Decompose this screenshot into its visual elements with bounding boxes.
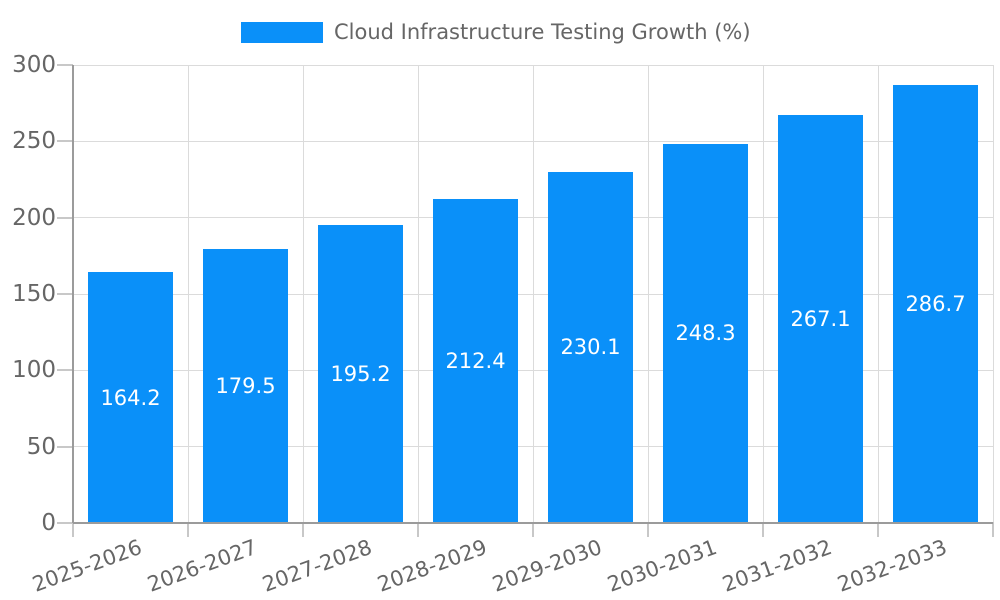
y-tick-label: 0 bbox=[41, 510, 56, 536]
bar bbox=[433, 198, 518, 523]
y-axis-tick bbox=[57, 140, 73, 143]
bar-value-label: 267.1 bbox=[790, 307, 851, 332]
y-axis-tick bbox=[57, 445, 73, 448]
y-tick-label: 150 bbox=[12, 281, 56, 307]
bar bbox=[893, 85, 978, 523]
x-axis-tick bbox=[302, 522, 304, 537]
chart-legend[interactable]: Cloud Infrastructure Testing Growth (%) bbox=[241, 22, 751, 43]
legend-swatch bbox=[241, 22, 323, 43]
x-tick-label: 2025-2026 bbox=[29, 534, 146, 597]
x-tick-label: 2031-2032 bbox=[719, 534, 836, 597]
x-gridline bbox=[187, 65, 189, 523]
legend-title: Cloud Infrastructure Testing Growth (%) bbox=[334, 20, 751, 44]
x-gridline bbox=[647, 65, 649, 523]
y-axis-tick bbox=[57, 216, 73, 219]
x-axis-line bbox=[73, 522, 993, 524]
bar-value-label: 164.2 bbox=[100, 385, 161, 410]
y-axis-tick bbox=[57, 64, 73, 66]
bar bbox=[663, 143, 748, 523]
bar bbox=[318, 224, 403, 523]
bar-value-label: 230.1 bbox=[560, 335, 621, 360]
x-gridline bbox=[302, 65, 304, 523]
x-gridline bbox=[762, 65, 764, 523]
y-tick-label: 100 bbox=[12, 357, 56, 384]
x-gridline bbox=[877, 65, 879, 523]
x-axis-tick bbox=[877, 522, 879, 537]
x-axis-tick bbox=[992, 522, 994, 537]
x-axis-tick bbox=[417, 522, 419, 537]
x-gridline bbox=[532, 65, 534, 523]
bar-value-label: 248.3 bbox=[675, 321, 736, 346]
x-tick-label: 2028-2029 bbox=[374, 534, 491, 597]
y-axis-tick bbox=[57, 369, 73, 372]
x-tick-label: 2029-2030 bbox=[489, 534, 606, 597]
bar bbox=[548, 171, 633, 523]
x-tick-label: 2026-2027 bbox=[144, 534, 261, 597]
x-tick-label: 2032-2033 bbox=[834, 534, 951, 597]
bar-value-label: 286.7 bbox=[905, 292, 966, 317]
x-axis-tick bbox=[72, 522, 74, 537]
bar bbox=[88, 272, 173, 523]
y-tick-label: 300 bbox=[12, 52, 56, 78]
bar-value-label: 212.4 bbox=[445, 348, 506, 373]
y-tick-label: 250 bbox=[12, 128, 56, 155]
x-tick-label: 2027-2028 bbox=[259, 534, 376, 597]
bar-value-label: 179.5 bbox=[215, 373, 276, 398]
x-axis-tick bbox=[762, 522, 764, 537]
y-axis-tick bbox=[57, 293, 73, 295]
y-axis-tick bbox=[57, 522, 73, 524]
bar bbox=[778, 115, 863, 523]
bar-value-label: 195.2 bbox=[330, 361, 391, 386]
y-tick-label: 200 bbox=[12, 204, 56, 231]
x-gridline bbox=[992, 65, 994, 523]
x-tick-label: 2030-2031 bbox=[604, 534, 721, 597]
x-axis-tick bbox=[532, 522, 534, 537]
y-tick-label: 50 bbox=[26, 433, 56, 460]
x-axis-tick bbox=[647, 522, 649, 537]
x-axis-tick bbox=[187, 522, 189, 537]
y-axis-line bbox=[72, 65, 74, 523]
bar bbox=[203, 248, 288, 523]
x-gridline bbox=[417, 65, 419, 523]
